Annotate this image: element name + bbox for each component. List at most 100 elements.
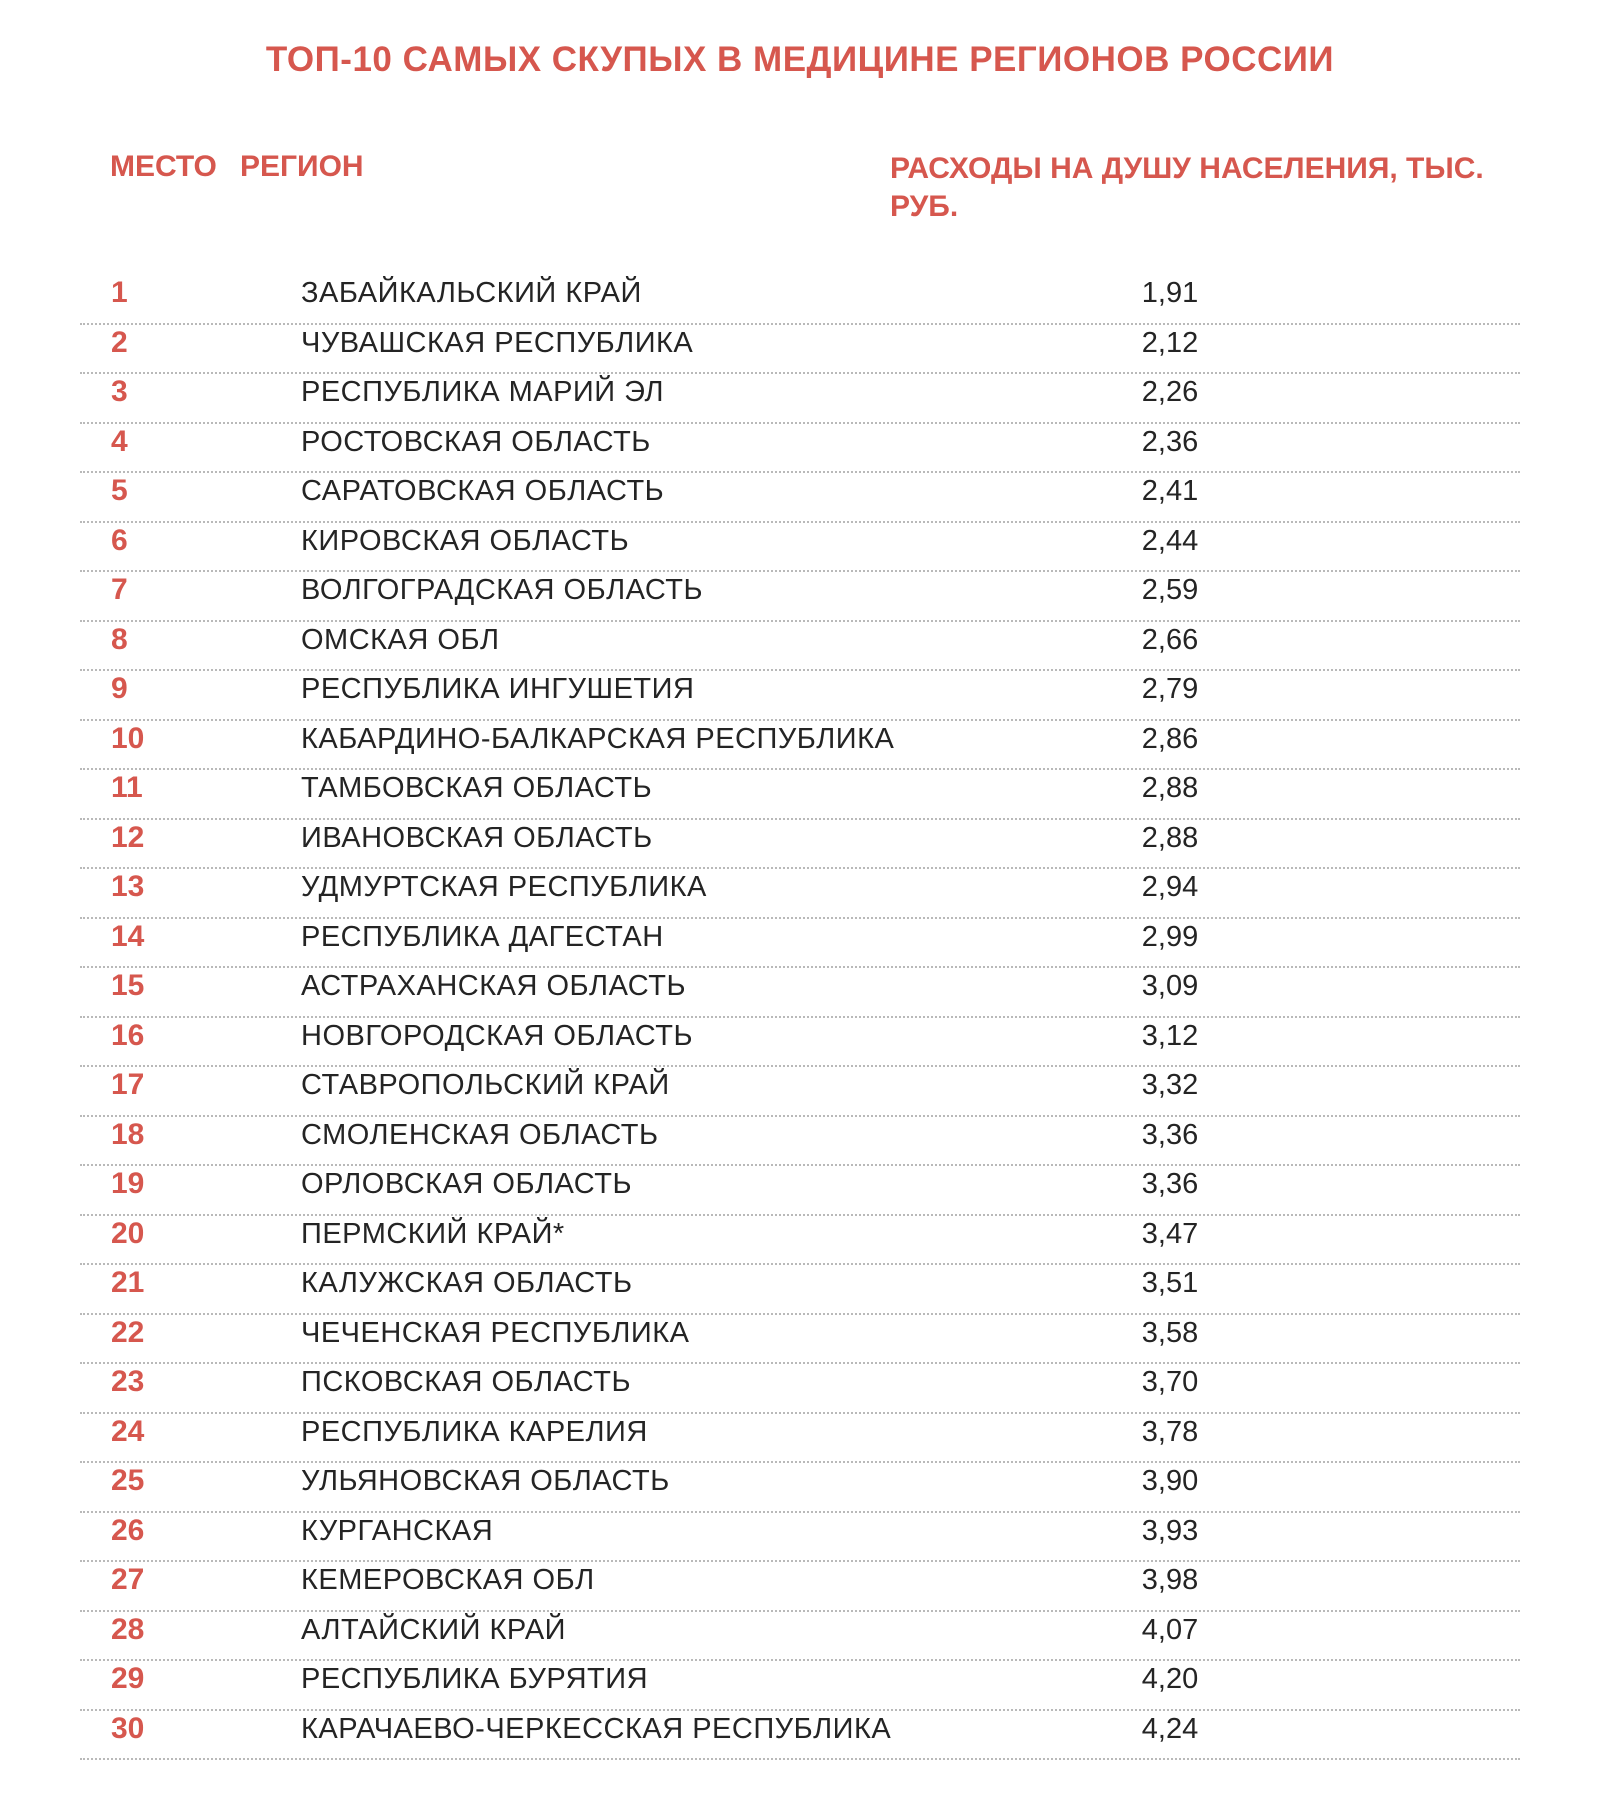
col-header-rank: МЕСТО bbox=[110, 150, 240, 225]
cell-value: 1,91 bbox=[1070, 276, 1270, 311]
table-header-row: МЕСТО РЕГИОН РАСХОДЫ НА ДУШУ НАСЕЛЕНИЯ, … bbox=[80, 150, 1520, 225]
cell-value: 2,66 bbox=[1070, 623, 1270, 658]
cell-value: 2,12 bbox=[1070, 326, 1270, 361]
cell-value: 3,93 bbox=[1070, 1514, 1270, 1549]
cell-rank: 8 bbox=[110, 622, 300, 658]
cell-region: КИРОВСКАЯ ОБЛАСТЬ bbox=[300, 524, 1070, 559]
cell-value: 2,41 bbox=[1070, 474, 1270, 509]
cell-value: 4,24 bbox=[1070, 1712, 1270, 1747]
cell-region: ЧЕЧЕНСКАЯ РЕСПУБЛИКА bbox=[300, 1316, 1070, 1351]
page-title: ТОП-10 САМЫХ СКУПЫХ В МЕДИЦИНЕ РЕГИОНОВ … bbox=[80, 40, 1520, 80]
cell-rank: 13 bbox=[110, 869, 300, 905]
regions-table: 1ЗАБАЙКАЛЬСКИЙ КРАЙ1,912ЧУВАШСКАЯ РЕСПУБ… bbox=[80, 275, 1520, 1760]
table-row: 5САРАТОВСКАЯ ОБЛАСТЬ2,41 bbox=[80, 473, 1520, 523]
cell-region: КАБАРДИНО-БАЛКАРСКАЯ РЕСПУБЛИКА bbox=[300, 722, 1070, 757]
cell-rank: 22 bbox=[110, 1315, 300, 1351]
cell-value: 3,70 bbox=[1070, 1365, 1270, 1400]
cell-rank: 19 bbox=[110, 1166, 300, 1202]
table-row: 13УДМУРТСКАЯ РЕСПУБЛИКА2,94 bbox=[80, 869, 1520, 919]
cell-value: 3,12 bbox=[1070, 1019, 1270, 1054]
col-header-value: РАСХОДЫ НА ДУШУ НАСЕЛЕНИЯ, ТЫС. РУБ. bbox=[890, 150, 1520, 225]
table-row: 7ВОЛГОГРАДСКАЯ ОБЛАСТЬ2,59 bbox=[80, 572, 1520, 622]
table-row: 1ЗАБАЙКАЛЬСКИЙ КРАЙ1,91 bbox=[80, 275, 1520, 325]
cell-rank: 4 bbox=[110, 424, 300, 460]
cell-rank: 10 bbox=[110, 721, 300, 757]
cell-value: 3,58 bbox=[1070, 1316, 1270, 1351]
cell-rank: 18 bbox=[110, 1117, 300, 1153]
cell-value: 3,90 bbox=[1070, 1464, 1270, 1499]
table-row: 12ИВАНОВСКАЯ ОБЛАСТЬ2,88 bbox=[80, 820, 1520, 870]
cell-region: КЕМЕРОВСКАЯ ОБЛ bbox=[300, 1563, 1070, 1598]
table-row: 19ОРЛОВСКАЯ ОБЛАСТЬ3,36 bbox=[80, 1166, 1520, 1216]
cell-value: 2,44 bbox=[1070, 524, 1270, 559]
table-row: 21КАЛУЖСКАЯ ОБЛАСТЬ3,51 bbox=[80, 1265, 1520, 1315]
table-row: 24РЕСПУБЛИКА КАРЕЛИЯ3,78 bbox=[80, 1414, 1520, 1464]
cell-region: РЕСПУБЛИКА ДАГЕСТАН bbox=[300, 920, 1070, 955]
table-row: 27КЕМЕРОВСКАЯ ОБЛ3,98 bbox=[80, 1562, 1520, 1612]
cell-region: САРАТОВСКАЯ ОБЛАСТЬ bbox=[300, 474, 1070, 509]
cell-value: 2,94 bbox=[1070, 870, 1270, 905]
cell-value: 2,88 bbox=[1070, 771, 1270, 806]
cell-rank: 14 bbox=[110, 919, 300, 955]
cell-rank: 24 bbox=[110, 1414, 300, 1450]
cell-region: КУРГАНСКАЯ bbox=[300, 1514, 1070, 1549]
cell-rank: 17 bbox=[110, 1067, 300, 1103]
cell-value: 2,36 bbox=[1070, 425, 1270, 460]
table-row: 4РОСТОВСКАЯ ОБЛАСТЬ2,36 bbox=[80, 424, 1520, 474]
table-row: 2ЧУВАШСКАЯ РЕСПУБЛИКА2,12 bbox=[80, 325, 1520, 375]
table-row: 14РЕСПУБЛИКА ДАГЕСТАН2,99 bbox=[80, 919, 1520, 969]
cell-value: 2,79 bbox=[1070, 672, 1270, 707]
cell-value: 3,36 bbox=[1070, 1118, 1270, 1153]
cell-region: АСТРАХАНСКАЯ ОБЛАСТЬ bbox=[300, 969, 1070, 1004]
cell-value: 2,99 bbox=[1070, 920, 1270, 955]
table-row: 18СМОЛЕНСКАЯ ОБЛАСТЬ3,36 bbox=[80, 1117, 1520, 1167]
cell-region: КАЛУЖСКАЯ ОБЛАСТЬ bbox=[300, 1266, 1070, 1301]
table-row: 3РЕСПУБЛИКА МАРИЙ ЭЛ2,26 bbox=[80, 374, 1520, 424]
cell-value: 2,88 bbox=[1070, 821, 1270, 856]
col-header-region: РЕГИОН bbox=[240, 150, 890, 225]
cell-region: ПСКОВСКАЯ ОБЛАСТЬ bbox=[300, 1365, 1070, 1400]
cell-rank: 20 bbox=[110, 1216, 300, 1252]
cell-rank: 26 bbox=[110, 1513, 300, 1549]
table-row: 28АЛТАЙСКИЙ КРАЙ4,07 bbox=[80, 1612, 1520, 1662]
cell-value: 3,47 bbox=[1070, 1217, 1270, 1252]
table-row: 23ПСКОВСКАЯ ОБЛАСТЬ3,70 bbox=[80, 1364, 1520, 1414]
table-row: 9РЕСПУБЛИКА ИНГУШЕТИЯ2,79 bbox=[80, 671, 1520, 721]
cell-region: ПЕРМСКИЙ КРАЙ* bbox=[300, 1217, 1070, 1252]
cell-rank: 21 bbox=[110, 1265, 300, 1301]
cell-rank: 23 bbox=[110, 1364, 300, 1400]
cell-region: ВОЛГОГРАДСКАЯ ОБЛАСТЬ bbox=[300, 573, 1070, 608]
cell-region: АЛТАЙСКИЙ КРАЙ bbox=[300, 1613, 1070, 1648]
cell-rank: 5 bbox=[110, 473, 300, 509]
cell-region: РЕСПУБЛИКА КАРЕЛИЯ bbox=[300, 1415, 1070, 1450]
cell-rank: 27 bbox=[110, 1562, 300, 1598]
table-row: 26КУРГАНСКАЯ3,93 bbox=[80, 1513, 1520, 1563]
cell-region: ТАМБОВСКАЯ ОБЛАСТЬ bbox=[300, 771, 1070, 806]
cell-value: 2,59 bbox=[1070, 573, 1270, 608]
cell-region: НОВГОРОДСКАЯ ОБЛАСТЬ bbox=[300, 1019, 1070, 1054]
cell-value: 3,36 bbox=[1070, 1167, 1270, 1202]
table-body: 1ЗАБАЙКАЛЬСКИЙ КРАЙ1,912ЧУВАШСКАЯ РЕСПУБ… bbox=[80, 275, 1520, 1760]
cell-value: 3,32 bbox=[1070, 1068, 1270, 1103]
table-row: 8ОМСКАЯ ОБЛ2,66 bbox=[80, 622, 1520, 672]
cell-rank: 1 bbox=[110, 275, 300, 311]
cell-value: 3,51 bbox=[1070, 1266, 1270, 1301]
table-row: 20ПЕРМСКИЙ КРАЙ*3,47 bbox=[80, 1216, 1520, 1266]
cell-rank: 3 bbox=[110, 374, 300, 410]
cell-value: 4,20 bbox=[1070, 1662, 1270, 1697]
page: ТОП-10 САМЫХ СКУПЫХ В МЕДИЦИНЕ РЕГИОНОВ … bbox=[0, 0, 1600, 1798]
table-row: 10КАБАРДИНО-БАЛКАРСКАЯ РЕСПУБЛИКА2,86 bbox=[80, 721, 1520, 771]
cell-region: ОРЛОВСКАЯ ОБЛАСТЬ bbox=[300, 1167, 1070, 1202]
table-row: 16НОВГОРОДСКАЯ ОБЛАСТЬ3,12 bbox=[80, 1018, 1520, 1068]
cell-region: КАРАЧАЕВО-ЧЕРКЕССКАЯ РЕСПУБЛИКА bbox=[300, 1712, 1070, 1747]
cell-rank: 28 bbox=[110, 1612, 300, 1648]
table-row: 22ЧЕЧЕНСКАЯ РЕСПУБЛИКА3,58 bbox=[80, 1315, 1520, 1365]
cell-rank: 25 bbox=[110, 1463, 300, 1499]
table-row: 30КАРАЧАЕВО-ЧЕРКЕССКАЯ РЕСПУБЛИКА4,24 bbox=[80, 1711, 1520, 1761]
cell-value: 2,86 bbox=[1070, 722, 1270, 757]
cell-region: РЕСПУБЛИКА МАРИЙ ЭЛ bbox=[300, 375, 1070, 410]
cell-region: ОМСКАЯ ОБЛ bbox=[300, 623, 1070, 658]
table-row: 25УЛЬЯНОВСКАЯ ОБЛАСТЬ3,90 bbox=[80, 1463, 1520, 1513]
cell-region: РЕСПУБЛИКА БУРЯТИЯ bbox=[300, 1662, 1070, 1697]
cell-rank: 15 bbox=[110, 968, 300, 1004]
